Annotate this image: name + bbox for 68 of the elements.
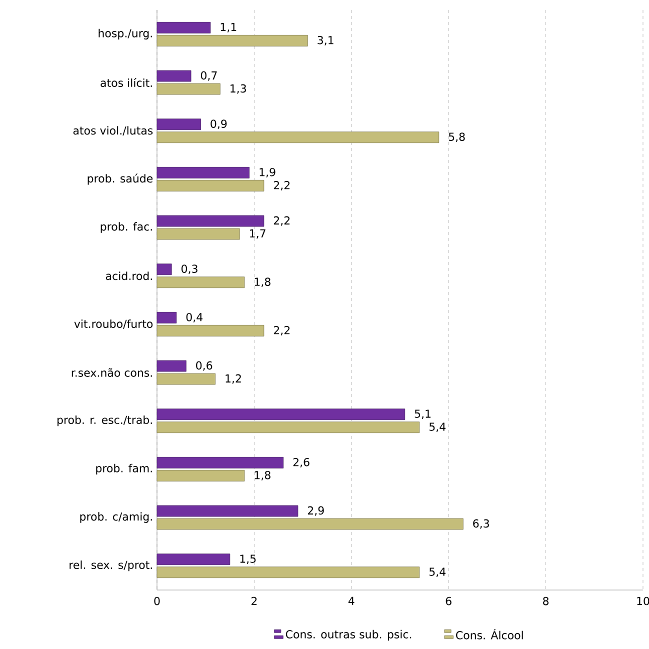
y-tick-label: prob. fam. [96, 464, 152, 474]
bar [156, 264, 172, 276]
data-label: 2,9 [308, 506, 324, 516]
y-tick-label: atos viol./lutas [73, 126, 153, 136]
data-label: 2,2 [274, 216, 290, 226]
legend-label: Cons. outras sub. psic. [286, 630, 412, 641]
bar [156, 312, 177, 324]
bar [156, 408, 406, 420]
y-tick-label: prob. r. esc./trab. [58, 416, 152, 426]
data-label: 0,9 [210, 120, 227, 130]
x-tick-label: 6 [446, 596, 452, 606]
data-label: 0,6 [196, 361, 212, 371]
bar [156, 22, 211, 34]
data-label: 1,8 [254, 470, 270, 480]
data-label: 0,7 [200, 71, 217, 81]
bar [156, 324, 264, 336]
bar [156, 215, 264, 227]
bar [156, 518, 464, 530]
data-label: 2,2 [274, 326, 290, 336]
data-label: 2,2 [274, 180, 290, 190]
y-tick-label: atos ilícit. [100, 78, 152, 87]
data-label: 1,9 [260, 168, 276, 178]
bar [156, 456, 284, 468]
y-tick-label: prob. fac. [100, 222, 152, 233]
bar [156, 83, 220, 95]
x-tick-label: 0 [154, 596, 160, 606]
bar [156, 360, 186, 372]
data-label: 1,3 [230, 84, 246, 94]
data-label: 1,7 [250, 229, 266, 239]
data-label: 1,8 [254, 278, 270, 288]
bar [156, 566, 420, 578]
bar [156, 118, 201, 130]
bar [156, 180, 264, 192]
legend-label: Cons. Álcool [456, 629, 523, 640]
bar [156, 70, 192, 82]
y-tick-label: rel. sex. s/prot. [70, 560, 152, 572]
data-label: 0,4 [186, 312, 203, 322]
bar [156, 132, 440, 144]
x-tick-label: 4 [348, 596, 354, 605]
data-label: 2,6 [293, 458, 310, 468]
y-tick-label: r.sex.não cons. [72, 368, 152, 377]
x-tick-label: 10 [637, 596, 649, 606]
data-label: 5,4 [429, 568, 446, 577]
bar [156, 422, 420, 434]
data-label: 1,5 [240, 554, 256, 564]
y-tick-label: acid.rod. [106, 272, 152, 280]
data-label: 0,3 [182, 264, 198, 274]
data-label: 5,8 [448, 132, 465, 142]
data-label: 5,1 [414, 410, 431, 419]
bar [156, 228, 240, 240]
y-tick-label: vit.roubo/furto [74, 319, 153, 329]
data-label: 5,4 [429, 422, 446, 432]
data-label: 6,3 [473, 519, 489, 529]
x-tick-label: 2 [252, 596, 257, 606]
bar [156, 554, 230, 566]
data-label: 3,1 [318, 36, 334, 46]
bar [156, 373, 216, 385]
y-tick-label: prob. saúde [88, 174, 153, 185]
y-tick-label: prob. c/amig. [80, 512, 152, 523]
data-label: 1,2 [226, 374, 241, 384]
bar [156, 470, 245, 482]
x-tick-label: 8 [543, 596, 549, 606]
data-label: 1,1 [220, 23, 236, 32]
bar [156, 166, 250, 178]
bar [156, 505, 298, 517]
bar [156, 276, 245, 288]
y-tick-label: hosp./urg. [98, 28, 152, 40]
bar [156, 34, 308, 46]
